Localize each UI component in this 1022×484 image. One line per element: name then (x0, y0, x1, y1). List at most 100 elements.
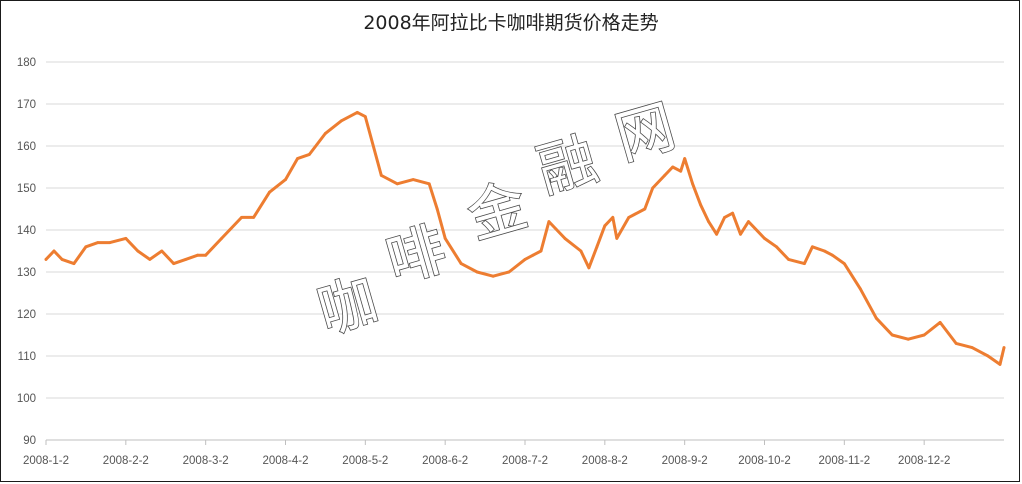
x-tick-label: 2008-2-2 (103, 455, 149, 467)
data-point (475, 270, 479, 274)
data-point (970, 346, 974, 349)
data-point (615, 237, 619, 240)
data-point (435, 207, 439, 211)
x-tick-label: 2008-4-2 (262, 455, 308, 467)
data-point (842, 262, 846, 265)
data-point (284, 178, 287, 182)
data-point (60, 258, 64, 261)
data-point (411, 178, 415, 182)
data-point (747, 220, 750, 224)
data-point (308, 153, 311, 156)
x-tick-label: 2008-6-2 (422, 455, 468, 467)
x-tick-label: 2008-1-2 (23, 455, 69, 467)
data-point (731, 211, 734, 215)
y-tick-label: 160 (17, 141, 36, 153)
data-point (699, 203, 702, 207)
data-point (172, 262, 176, 265)
data-point (627, 216, 631, 219)
data-point (579, 249, 583, 253)
data-point (823, 249, 826, 253)
x-tick-label: 2008-7-2 (502, 455, 548, 467)
watermark-char: 咖 (310, 266, 385, 347)
chart-title: 2008年阿拉比卡咖啡期货价格走势 (363, 12, 659, 34)
data-point (890, 333, 894, 337)
data-point (340, 119, 343, 123)
y-tick-label: 140 (17, 225, 36, 237)
data-point (651, 186, 655, 190)
data-point (906, 337, 910, 341)
data-point (491, 274, 495, 278)
data-point (858, 287, 862, 291)
x-tick-label: 2008-3-2 (183, 455, 229, 467)
data-point (96, 241, 100, 245)
watermark: 咖啡金融网 (310, 91, 684, 348)
x-tick-label: 2008-12-2 (898, 455, 950, 467)
data-point (296, 157, 299, 161)
data-point (611, 216, 615, 219)
data-point (363, 115, 367, 118)
data-point (268, 190, 271, 194)
data-point (671, 165, 675, 169)
data-point (663, 174, 667, 177)
data-point (547, 220, 551, 224)
data-point (427, 182, 431, 186)
x-tick-label: 2008-10-2 (738, 455, 790, 467)
watermark-char: 金 (460, 171, 535, 252)
data-point (148, 258, 152, 261)
data-point (72, 262, 76, 265)
data-point (595, 245, 599, 249)
x-axis: 2008-1-2 2008-2-2 2008-3-2 2008-4-2 2008-5-2… (23, 439, 1004, 467)
grid-layer (46, 61, 1004, 399)
data-point (228, 228, 232, 232)
data-point (507, 270, 511, 274)
data-point (763, 237, 766, 240)
series-line (44, 110, 1006, 366)
x-tick-label: 2008-11-2 (819, 455, 871, 467)
data-point (691, 182, 694, 186)
data-point (986, 354, 990, 358)
data-point (874, 316, 878, 320)
data-point (84, 245, 88, 249)
data-point (803, 262, 806, 265)
y-tick-label: 170 (17, 99, 36, 111)
data-point (531, 253, 535, 257)
data-point (523, 258, 527, 261)
data-point (775, 245, 778, 249)
y-tick-label: 90 (23, 435, 36, 447)
data-point (52, 249, 56, 253)
x-tick-label: 2008-8-2 (582, 455, 628, 467)
y-tick-label: 180 (17, 57, 36, 69)
data-point (811, 245, 814, 249)
data-point (443, 237, 447, 240)
data-point (603, 224, 607, 228)
data-point (587, 266, 591, 270)
data-point (563, 237, 567, 240)
data-point (124, 237, 128, 240)
data-point (108, 241, 112, 245)
data-point (739, 232, 742, 236)
data-point (379, 174, 383, 177)
data-point (715, 232, 718, 236)
y-tick-label: 120 (17, 309, 36, 321)
data-point (355, 111, 359, 114)
data-point (938, 321, 942, 324)
data-point (723, 216, 726, 219)
data-point (136, 249, 140, 253)
y-tick-label: 100 (17, 393, 36, 405)
data-point (954, 342, 958, 345)
y-tick-label: 130 (17, 267, 36, 279)
data-point (459, 262, 463, 265)
y-tick-label: 110 (18, 351, 36, 363)
data-point (220, 237, 224, 240)
data-point (787, 258, 790, 261)
data-point (44, 258, 48, 261)
data-point (707, 220, 710, 224)
data-point (240, 216, 244, 219)
data-point (539, 249, 543, 253)
data-point (160, 249, 164, 253)
data-point (998, 363, 1002, 366)
x-tick-label: 2008-5-2 (342, 455, 388, 467)
y-axis: 90 100 110 120 130 140 150 160 170 180 (17, 57, 36, 447)
